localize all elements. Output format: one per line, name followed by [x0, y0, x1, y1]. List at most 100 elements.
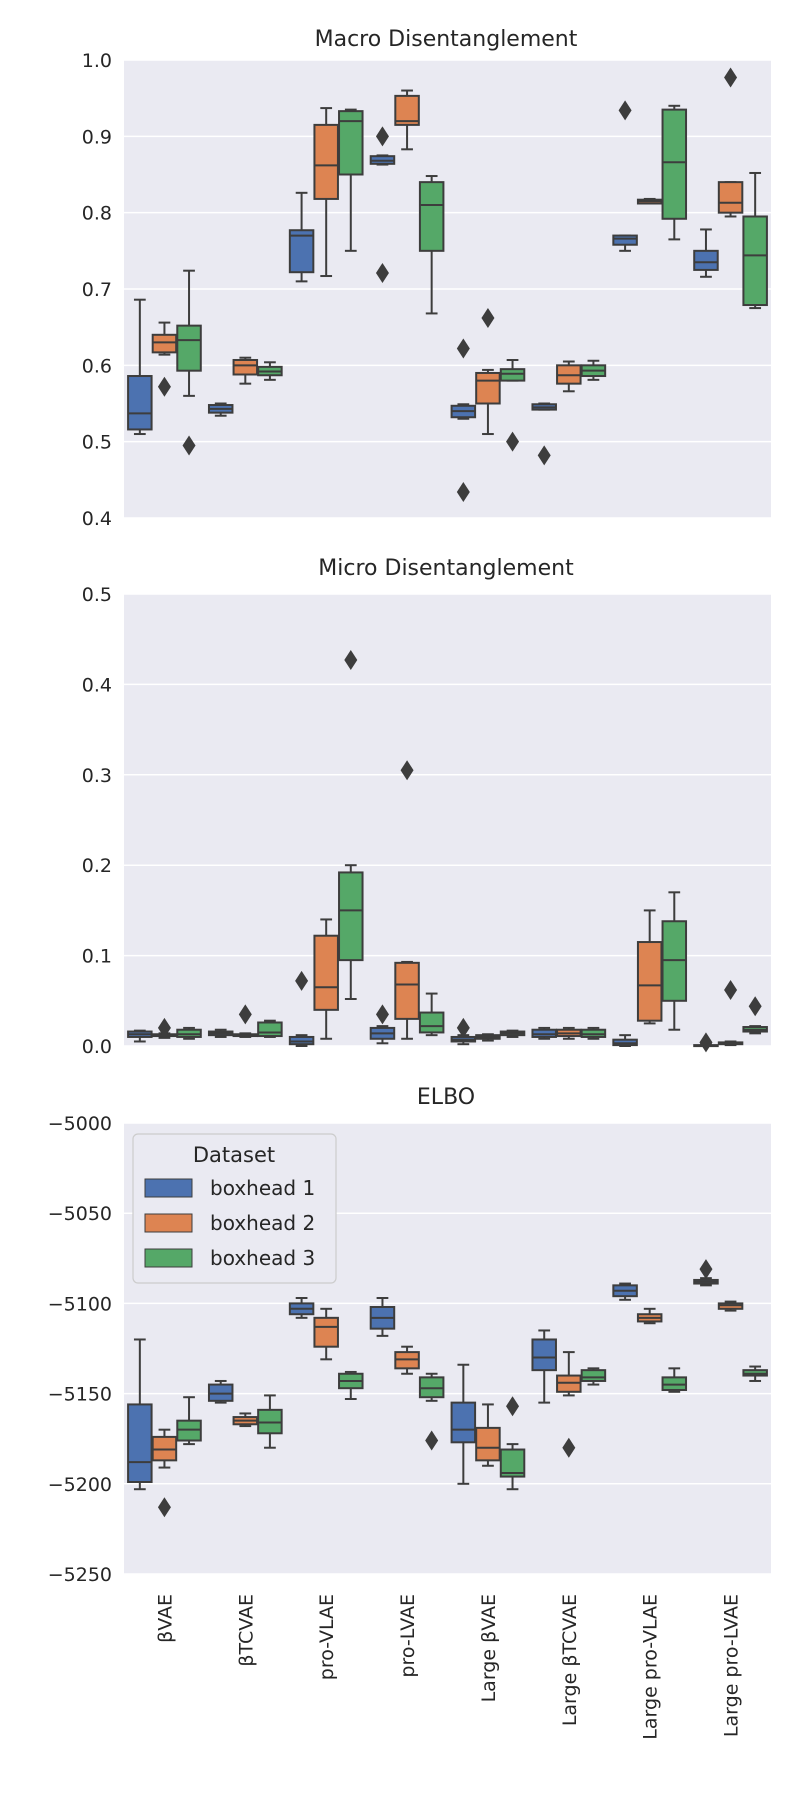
box-boxhead-2-5 — [556, 1351, 582, 1458]
outlier-point — [238, 1004, 252, 1025]
y-tick-label: 0.6 — [82, 355, 112, 377]
outlier-point — [456, 1017, 470, 1038]
y-tick-label: 0.8 — [82, 203, 112, 225]
legend-swatch-boxhead-2 — [144, 1213, 193, 1233]
box-boxhead-1-4 — [450, 1363, 477, 1485]
box-boxhead-1-3 — [369, 1004, 396, 1045]
box-boxhead-1-3 — [369, 126, 396, 283]
box-boxhead-3-7 — [742, 171, 768, 310]
box-boxhead-1-0 — [127, 1029, 153, 1043]
x-axis-labels: βVAE βTCVAE pro-VLAE pro-LVAE Large βVAE Larg… — [154, 1594, 742, 1740]
box-iqr — [475, 1426, 501, 1462]
box-boxhead-2-4 — [475, 308, 501, 436]
outlier-point — [344, 649, 358, 670]
box-iqr — [313, 934, 339, 1011]
box-boxhead-1-2 — [288, 191, 315, 283]
box-iqr — [127, 1403, 153, 1483]
outlier-point — [699, 1259, 713, 1280]
outlier-point — [375, 126, 389, 147]
box-boxhead-2-4 — [475, 1403, 501, 1467]
box-boxhead-1-6 — [612, 1282, 638, 1301]
box-boxhead-2-3 — [394, 1345, 420, 1375]
outlier-point — [157, 376, 171, 397]
outlier-point — [375, 262, 389, 283]
box-boxhead-1-1 — [207, 1379, 234, 1404]
box-iqr — [636, 941, 663, 1022]
box-iqr — [661, 108, 688, 220]
outlier-point — [375, 1004, 389, 1025]
box-boxhead-3-5 — [580, 1026, 607, 1040]
box-boxhead-3-6 — [661, 891, 688, 1031]
box-iqr — [338, 110, 364, 176]
box-boxhead-2-5 — [556, 360, 582, 393]
box-boxhead-2-7 — [717, 1300, 744, 1312]
legend-swatch-boxhead-3 — [144, 1248, 193, 1268]
x-tick-label: pro-VLAE — [316, 1594, 338, 1680]
box-boxhead-3-6 — [661, 1367, 688, 1393]
panel-micro-disentanglement: Micro Disentanglement 0.0 0.1 0.2 0.3 0.4 0.5 — [82, 556, 771, 1058]
box-iqr — [338, 871, 364, 962]
box-boxhead-2-1 — [232, 1412, 259, 1428]
box-boxhead-1-0 — [127, 298, 153, 436]
box-boxhead-2-4 — [475, 1033, 501, 1042]
y-tick-label: 0.9 — [82, 126, 112, 148]
box-boxhead-3-7 — [742, 1365, 768, 1382]
legend-label-boxhead-3: boxhead 3 — [210, 1246, 315, 1270]
box-boxhead-3-4 — [499, 1029, 526, 1038]
box-boxhead-2-6 — [636, 909, 663, 1025]
legend-swatch-boxhead-1 — [144, 1178, 193, 1198]
x-tick-label: βVAE — [154, 1594, 176, 1643]
box-boxhead-1-7 — [693, 1032, 719, 1053]
x-tick-label: Large βVAE — [478, 1594, 500, 1702]
box-boxhead-3-0 — [176, 269, 202, 456]
box-iqr — [580, 1369, 607, 1382]
box-boxhead-3-4 — [499, 358, 526, 452]
y-tick-label: 0.0 — [82, 1036, 112, 1058]
y-tick-label: 0.2 — [82, 855, 112, 877]
box-iqr — [313, 123, 339, 200]
legend-frame — [132, 1133, 337, 1284]
box-iqr — [475, 371, 501, 405]
box-boxhead-2-2 — [313, 918, 339, 1040]
box-boxhead-1-6 — [612, 1034, 638, 1047]
box-boxhead-1-5 — [531, 1329, 557, 1404]
y-tick-label: 0.1 — [82, 946, 112, 968]
outlier-point — [456, 338, 470, 359]
box-boxhead-1-6 — [612, 100, 638, 252]
box-boxhead-3-0 — [176, 1396, 202, 1446]
box-iqr — [499, 1448, 526, 1478]
box-boxhead-2-0 — [151, 321, 178, 397]
box-iqr — [288, 229, 315, 274]
box-iqr — [127, 375, 153, 431]
box-boxhead-3-5 — [580, 359, 607, 381]
y-tick-label: 0.5 — [82, 432, 112, 454]
y-tick-label: −5100 — [48, 1293, 112, 1315]
legend: Dataset boxhead 1 boxhead 2 boxhead 3 — [132, 1133, 337, 1284]
outlier-point — [295, 970, 309, 991]
box-boxhead-3-3 — [418, 1372, 445, 1451]
outlier-point — [157, 1497, 171, 1518]
y-tick-label: −5000 — [48, 1113, 112, 1135]
y-tick-label: 1.0 — [82, 50, 112, 72]
chart-title: ELBO — [417, 1085, 475, 1110]
box-boxhead-3-3 — [418, 175, 445, 315]
y-tick-label: −5050 — [48, 1203, 112, 1225]
box-boxhead-2-6 — [636, 197, 663, 205]
box-iqr — [418, 1011, 445, 1034]
x-tick-label: pro-LVAE — [397, 1594, 419, 1678]
legend-title: Dataset — [193, 1143, 275, 1167]
box-iqr — [693, 249, 719, 271]
box-boxhead-3-1 — [257, 1394, 283, 1449]
box-boxhead-1-5 — [531, 402, 557, 466]
box-boxhead-1-4 — [450, 338, 477, 503]
y-tick-label: −5150 — [48, 1384, 112, 1406]
y-tick-label: 0.7 — [82, 279, 112, 301]
y-tick-label: −5250 — [48, 1564, 112, 1586]
box-boxhead-1-7 — [693, 1259, 719, 1287]
box-boxhead-1-3 — [369, 1296, 396, 1337]
y-tick-label: 0.3 — [82, 765, 112, 787]
box-boxhead-2-1 — [232, 1004, 259, 1038]
outlier-point — [481, 308, 495, 329]
panel-macro-disentanglement: Macro Disentanglement 0.4 0.5 0.6 0.7 0.8 0.9… — [82, 27, 771, 530]
outlier-point — [618, 100, 632, 121]
